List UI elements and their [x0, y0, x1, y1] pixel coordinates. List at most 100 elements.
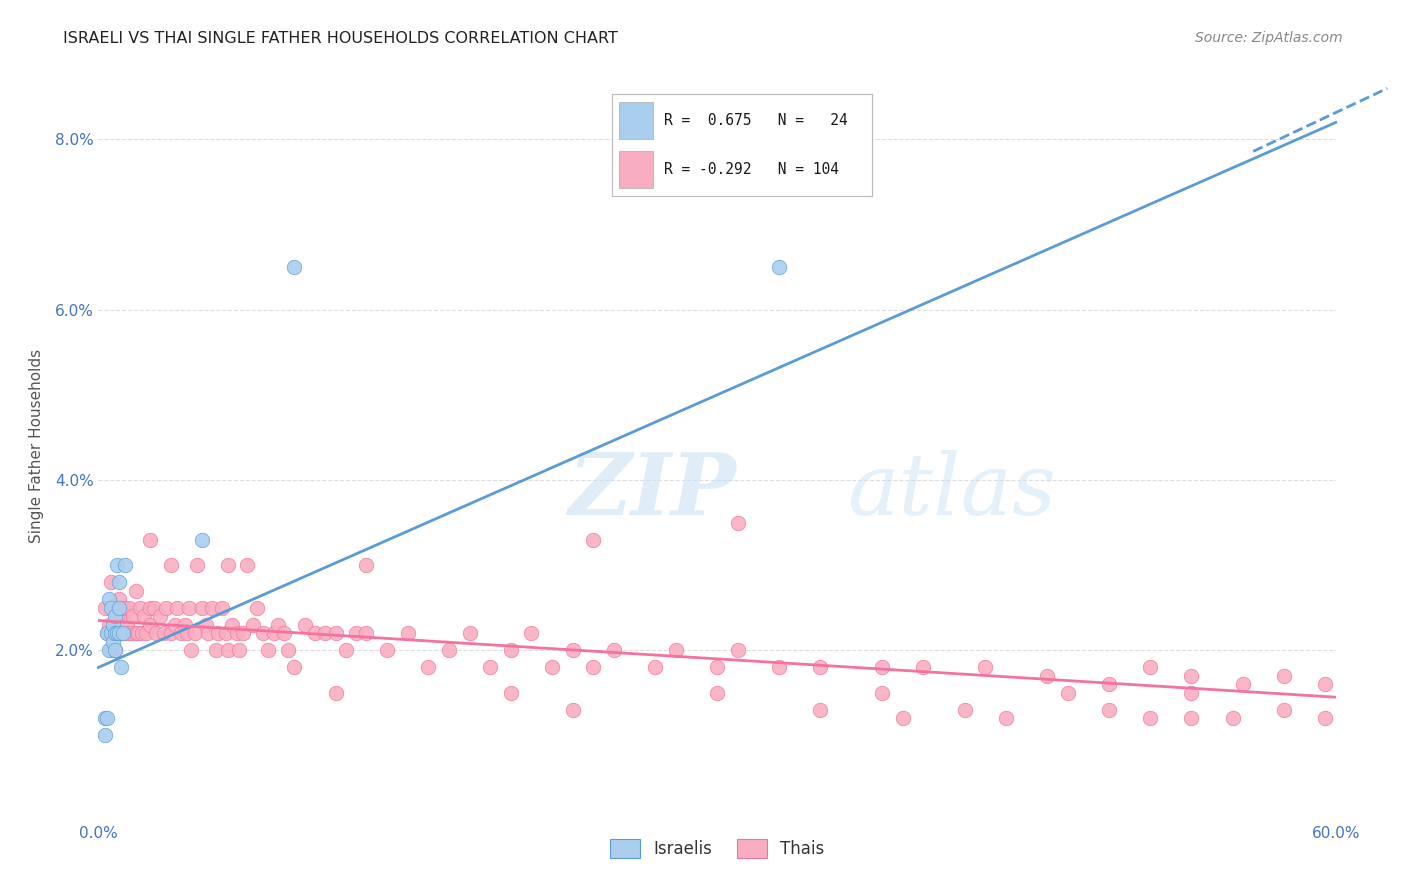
Point [706, 686, 728, 700]
Point [396, 626, 419, 640]
Point [1272, 703, 1295, 717]
Point [104, 609, 127, 624]
Point [155, 600, 177, 615]
Point [163, 617, 186, 632]
Point [277, 643, 299, 657]
Point [1098, 703, 1121, 717]
Point [104, 643, 127, 657]
Point [520, 626, 543, 640]
Point [153, 626, 176, 640]
Point [215, 626, 238, 640]
Point [100, 575, 122, 590]
Point [325, 626, 347, 640]
Point [201, 600, 224, 615]
Point [418, 660, 440, 674]
Point [110, 660, 132, 674]
Point [344, 626, 367, 640]
Point [870, 660, 893, 674]
Point [176, 626, 198, 640]
Point [304, 626, 326, 640]
Point [283, 660, 305, 674]
Point [149, 609, 172, 624]
Point [582, 660, 605, 674]
Point [768, 260, 790, 275]
Point [132, 609, 155, 624]
Point [118, 600, 141, 615]
Point [114, 626, 136, 640]
Point [122, 609, 145, 624]
Point [283, 260, 305, 275]
Point [232, 626, 254, 640]
Point [479, 660, 502, 674]
Legend: Israelis, Thais: Israelis, Thais [603, 833, 831, 864]
FancyBboxPatch shape [620, 102, 654, 139]
Point [1139, 660, 1161, 674]
Point [808, 660, 831, 674]
Point [953, 703, 976, 717]
Point [236, 558, 259, 573]
Point [100, 600, 122, 615]
Point [127, 626, 149, 640]
Point [101, 635, 124, 649]
Point [179, 600, 201, 615]
Point [1180, 711, 1202, 725]
Point [97, 592, 120, 607]
FancyBboxPatch shape [620, 151, 654, 188]
Point [246, 600, 269, 615]
Point [120, 626, 142, 640]
Point [221, 617, 243, 632]
Point [139, 600, 162, 615]
Point [114, 600, 136, 615]
Y-axis label: Single Father Households: Single Father Households [28, 349, 44, 543]
Point [891, 711, 914, 725]
Point [101, 617, 124, 632]
Point [190, 600, 212, 615]
Point [217, 558, 239, 573]
Point [105, 609, 128, 624]
Point [356, 558, 378, 573]
Point [541, 660, 564, 674]
Point [582, 533, 605, 547]
Text: atlas: atlas [846, 450, 1056, 533]
Point [96, 711, 118, 725]
Point [96, 626, 118, 640]
Point [314, 626, 336, 640]
Point [159, 558, 181, 573]
Point [665, 643, 688, 657]
Point [139, 617, 162, 632]
Point [184, 626, 207, 640]
Point [1180, 686, 1202, 700]
Point [994, 711, 1017, 725]
Point [108, 575, 131, 590]
Point [100, 626, 122, 640]
Point [1056, 686, 1078, 700]
Point [808, 703, 831, 717]
Point [263, 626, 285, 640]
Point [104, 600, 127, 615]
Point [143, 600, 166, 615]
Point [108, 600, 131, 615]
Point [458, 626, 481, 640]
Point [768, 660, 790, 674]
Point [561, 643, 583, 657]
Point [186, 558, 208, 573]
Point [105, 558, 128, 573]
Point [228, 643, 250, 657]
Point [727, 516, 749, 530]
Point [325, 686, 347, 700]
Point [190, 533, 212, 547]
Point [93, 600, 115, 615]
Point [225, 626, 247, 640]
Point [273, 626, 295, 640]
Point [100, 643, 122, 657]
Point [437, 643, 460, 657]
Point [93, 711, 115, 725]
Point [335, 643, 357, 657]
Point [356, 626, 378, 640]
Point [117, 617, 139, 632]
Text: Source: ZipAtlas.com: Source: ZipAtlas.com [1195, 31, 1343, 45]
Point [114, 558, 136, 573]
Point [205, 643, 228, 657]
Point [1315, 677, 1337, 691]
Point [96, 626, 118, 640]
